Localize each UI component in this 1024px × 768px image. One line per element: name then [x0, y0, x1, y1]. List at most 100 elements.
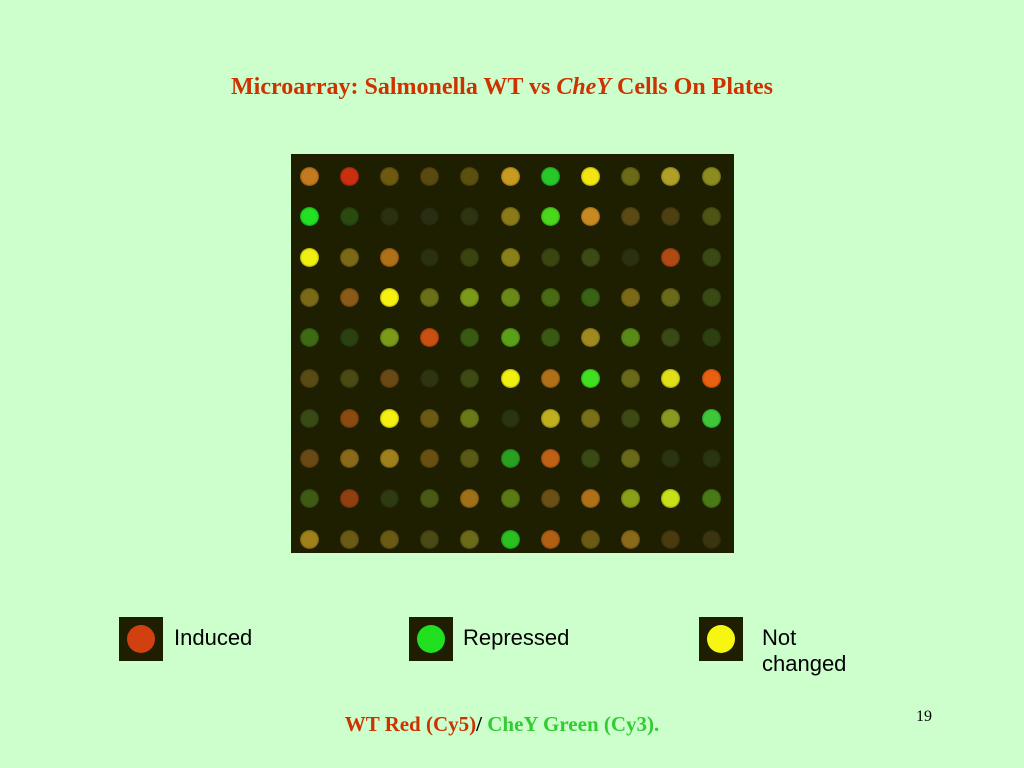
array-spot	[379, 368, 399, 388]
array-spot	[701, 489, 721, 509]
array-spot	[379, 207, 399, 227]
array-spot	[420, 529, 440, 549]
array-spot	[621, 489, 641, 509]
array-spot	[580, 328, 600, 348]
array-spot	[299, 368, 319, 388]
array-spot	[420, 368, 440, 388]
array-spot	[661, 167, 681, 186]
array-spot	[420, 489, 440, 509]
array-spot	[460, 167, 480, 186]
array-spot	[540, 489, 560, 509]
array-spot	[621, 328, 641, 348]
array-spot	[661, 529, 681, 549]
array-spot	[661, 449, 681, 469]
array-spot	[460, 529, 480, 549]
array-spot	[661, 287, 681, 307]
array-spot	[540, 368, 560, 388]
array-spot	[580, 287, 600, 307]
array-spot	[621, 167, 641, 186]
footer-red-text: WT Red (Cy5)	[344, 712, 477, 736]
array-spot	[500, 328, 520, 348]
array-spot	[540, 328, 560, 348]
array-spot	[339, 449, 359, 469]
array-spot	[299, 529, 319, 549]
array-spot	[661, 368, 681, 388]
array-spot	[299, 287, 319, 307]
array-spot	[701, 167, 721, 186]
array-spot	[379, 449, 399, 469]
legend-not-changed-label: Not changed	[762, 625, 847, 676]
array-spot	[339, 529, 359, 549]
array-spot	[420, 247, 440, 267]
array-spot	[379, 489, 399, 509]
array-spot	[460, 489, 480, 509]
array-spot	[580, 368, 600, 388]
array-spot	[500, 287, 520, 307]
array-spot	[379, 529, 399, 549]
array-spot	[701, 449, 721, 469]
array-spot	[580, 408, 600, 428]
array-spot	[661, 247, 681, 267]
array-spot	[701, 287, 721, 307]
title-italic: CheY	[556, 74, 611, 100]
footer-green-text: CheY Green (Cy3).	[487, 712, 660, 736]
array-spot	[540, 207, 560, 227]
array-spot	[580, 167, 600, 186]
array-spot	[621, 287, 641, 307]
array-spot	[580, 529, 600, 549]
array-spot	[379, 287, 399, 307]
array-spot	[500, 449, 520, 469]
repressed-dot	[417, 625, 445, 653]
induced-dot	[127, 625, 155, 653]
array-spot	[339, 489, 359, 509]
slide-title: Microarray: Salmonella WT vs CheY Cells …	[0, 74, 1004, 101]
array-spot	[339, 207, 359, 227]
legend-repressed-label: Repressed	[463, 625, 570, 650]
microarray-image	[291, 154, 734, 553]
legend-induced-swatch	[119, 617, 163, 661]
array-spot	[299, 449, 319, 469]
array-spot	[339, 408, 359, 428]
array-spot	[580, 207, 600, 227]
array-spot	[299, 328, 319, 348]
not-changed-dot	[707, 625, 735, 653]
array-spot	[540, 408, 560, 428]
array-spot	[379, 328, 399, 348]
array-spot	[420, 287, 440, 307]
array-spot	[540, 287, 560, 307]
array-spot	[339, 368, 359, 388]
array-spot	[621, 408, 641, 428]
array-spot	[500, 368, 520, 388]
footer-slash: /	[476, 712, 488, 736]
array-spot	[580, 449, 600, 469]
array-spot	[621, 247, 641, 267]
array-spot	[339, 247, 359, 267]
array-spot	[460, 328, 480, 348]
array-spot	[540, 529, 560, 549]
array-spot	[540, 449, 560, 469]
array-spot	[460, 247, 480, 267]
array-spot	[580, 247, 600, 267]
array-spot	[339, 328, 359, 348]
legend-repressed-swatch	[409, 617, 453, 661]
title-prefix: Microarray: Salmonella WT vs	[231, 74, 557, 100]
array-spot	[460, 368, 480, 388]
array-spot	[420, 207, 440, 227]
array-spot	[460, 287, 480, 307]
array-spot	[580, 489, 600, 509]
array-spot	[701, 408, 721, 428]
array-spot	[621, 207, 641, 227]
array-spot	[621, 529, 641, 549]
array-spot	[701, 328, 721, 348]
array-spot	[339, 287, 359, 307]
array-spot	[299, 247, 319, 267]
array-spot	[540, 167, 560, 186]
array-spot	[500, 408, 520, 428]
array-spot	[621, 368, 641, 388]
array-spot	[420, 167, 440, 186]
array-spot	[379, 167, 399, 186]
array-spot	[460, 449, 480, 469]
array-spot	[701, 207, 721, 227]
array-spot	[299, 207, 319, 227]
array-spot	[420, 449, 440, 469]
